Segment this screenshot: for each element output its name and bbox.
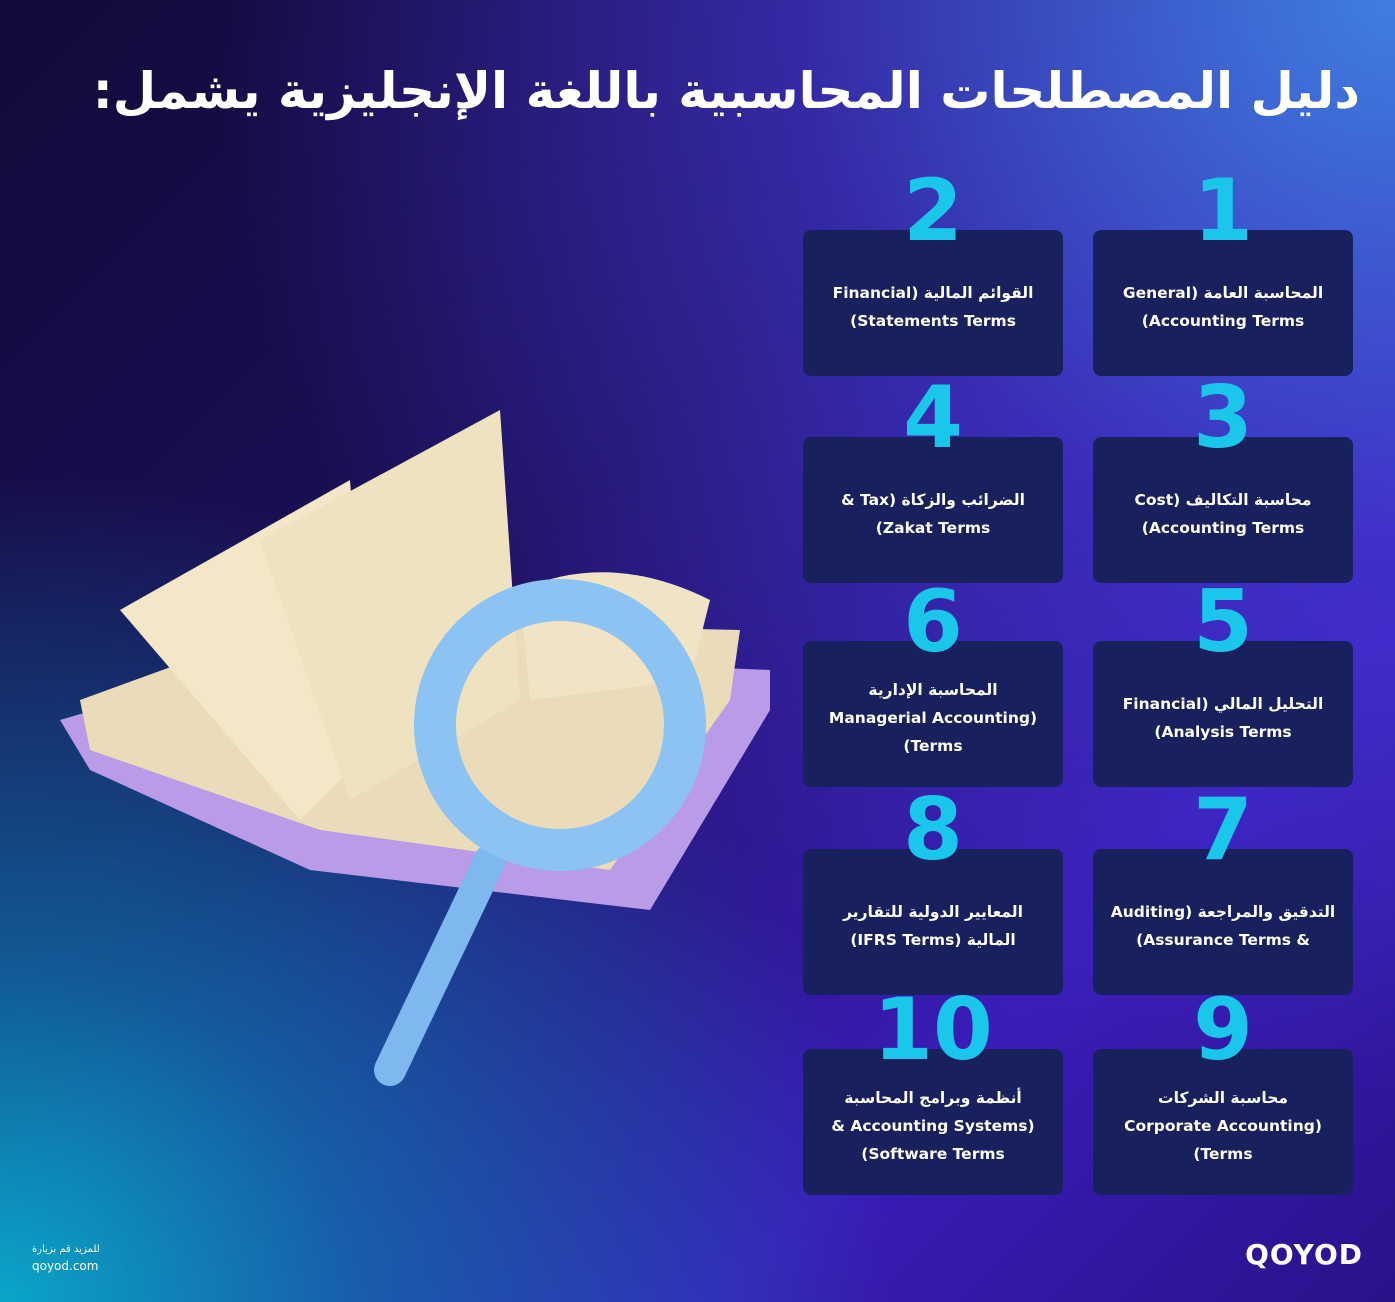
card-text: المحاسبة العامة (General bbox=[1122, 284, 1324, 302]
card-text: محاسبة الشركات bbox=[1158, 1089, 1288, 1107]
term-card: محاسبة التكاليف (Cost Accounting Terms) bbox=[1093, 437, 1353, 583]
card-text: المالية (IFRS Terms) bbox=[850, 931, 1016, 949]
card-text: (Accounting Systems & bbox=[831, 1117, 1035, 1135]
footer: للمزيد قم بزيارة qoyod.com bbox=[32, 1242, 100, 1274]
item-number: 6 bbox=[903, 572, 963, 672]
term-card: التدقيق والمراجعة (Auditing & Assurance T… bbox=[1093, 849, 1353, 995]
card-text: Analysis Terms) bbox=[1154, 723, 1292, 741]
footer-url[interactable]: qoyod.com bbox=[32, 1259, 99, 1273]
item-number: 5 bbox=[1193, 572, 1253, 672]
card-text: المعايير الدولية للتقارير bbox=[843, 903, 1023, 921]
term-card: أنظمة وبرامج المحاسبة (Accounting Systems… bbox=[803, 1049, 1063, 1195]
term-card: المحاسبة الإدارية (Managerial Accounting T… bbox=[803, 641, 1063, 787]
card-text: القوائم المالية (Financial bbox=[832, 284, 1034, 302]
card-text: Statements Terms) bbox=[850, 312, 1016, 330]
card-text: (Managerial Accounting bbox=[828, 709, 1038, 727]
card-text: Terms) bbox=[1193, 1145, 1253, 1163]
item-number: 10 bbox=[873, 980, 993, 1080]
card-text: أنظمة وبرامج المحاسبة bbox=[844, 1089, 1022, 1107]
qoyod-logo: QOYOD bbox=[1245, 1238, 1363, 1271]
card-text: Zakat Terms) bbox=[875, 519, 991, 537]
footer-visit-text: للمزيد قم بزيارة bbox=[32, 1244, 100, 1255]
card-text: التحليل المالي (Financial bbox=[1122, 695, 1324, 713]
term-card: القوائم المالية (Financial Statements Ter… bbox=[803, 230, 1063, 376]
book-magnifier-illustration bbox=[60, 410, 770, 1086]
item-number: 9 bbox=[1193, 980, 1253, 1080]
term-card: المعايير الدولية للتقارير المالية (IFRS T… bbox=[803, 849, 1063, 995]
card-text: محاسبة التكاليف (Cost bbox=[1134, 491, 1312, 509]
item-number: 4 bbox=[903, 368, 963, 468]
card-text: Accounting Terms) bbox=[1141, 312, 1305, 330]
term-card: التحليل المالي (Financial Analysis Terms) bbox=[1093, 641, 1353, 787]
card-text: الضرائب والزكاة (Tax & bbox=[841, 491, 1025, 509]
item-number: 3 bbox=[1193, 368, 1253, 468]
term-card: المحاسبة العامة (General Accounting Terms… bbox=[1093, 230, 1353, 376]
item-number: 8 bbox=[903, 780, 963, 880]
term-card: الضرائب والزكاة (Tax & Zakat Terms) bbox=[803, 437, 1063, 583]
card-text: المحاسبة الإدارية bbox=[868, 681, 998, 699]
term-card: محاسبة الشركات (Corporate Accounting Terms… bbox=[1093, 1049, 1353, 1195]
card-text: Software Terms) bbox=[861, 1145, 1005, 1163]
card-text: التدقيق والمراجعة (Auditing bbox=[1110, 903, 1336, 921]
item-number: 1 bbox=[1193, 161, 1253, 261]
card-text: Terms) bbox=[903, 737, 963, 755]
page-title: دليل المصطلحات المحاسبية باللغة الإنجليز… bbox=[92, 62, 1360, 120]
card-text: Accounting Terms) bbox=[1141, 519, 1305, 537]
item-number: 2 bbox=[903, 161, 963, 261]
card-text: & Assurance Terms) bbox=[1136, 931, 1310, 949]
card-text: (Corporate Accounting bbox=[1124, 1117, 1322, 1135]
item-number: 7 bbox=[1193, 780, 1253, 880]
